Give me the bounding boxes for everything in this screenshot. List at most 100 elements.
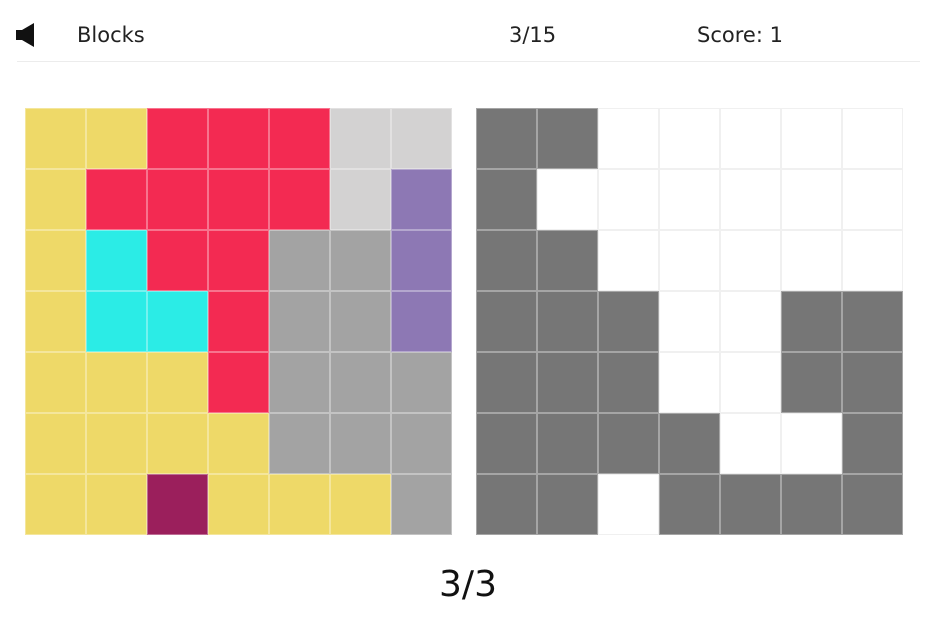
puzzle-cell[interactable] [330,291,391,352]
puzzle-cell[interactable] [269,230,330,291]
puzzle-cell[interactable] [25,230,86,291]
puzzle-cell[interactable] [208,474,269,535]
puzzle-cell[interactable] [147,291,208,352]
puzzle-cell[interactable] [86,169,147,230]
target-cell [537,474,598,535]
puzzle-cell[interactable] [25,108,86,169]
puzzle-cell[interactable] [269,108,330,169]
puzzle-cell[interactable] [25,474,86,535]
puzzle-cell[interactable] [208,230,269,291]
target-cell [842,291,903,352]
puzzle-cell[interactable] [269,413,330,474]
puzzle-cell[interactable] [391,169,452,230]
target-cell [781,108,842,169]
puzzle-cell[interactable] [147,413,208,474]
header-divider [17,61,920,62]
puzzle-cell[interactable] [86,108,147,169]
target-cell [537,108,598,169]
puzzle-cell[interactable] [391,352,452,413]
target-cell [842,474,903,535]
puzzle-cell[interactable] [391,413,452,474]
puzzle-cell[interactable] [269,474,330,535]
target-cell [598,413,659,474]
puzzle-cell[interactable] [208,413,269,474]
puzzle-cell[interactable] [391,291,452,352]
target-cell [537,413,598,474]
puzzle-cell[interactable] [269,169,330,230]
target-cell [659,230,720,291]
target-cell [537,230,598,291]
target-cell [659,352,720,413]
target-cell [720,230,781,291]
puzzle-cell[interactable] [208,352,269,413]
puzzle-cell[interactable] [147,108,208,169]
target-cell [537,291,598,352]
target-cell [598,230,659,291]
target-cell [781,169,842,230]
score-display: Score: 1 [697,23,783,47]
target-cell [781,352,842,413]
target-cell [720,352,781,413]
puzzle-cell[interactable] [25,169,86,230]
target-cell [659,474,720,535]
target-cell [659,413,720,474]
target-cell [598,474,659,535]
level-counter: 3/15 [509,23,557,47]
puzzle-cell[interactable] [269,291,330,352]
target-cell [720,474,781,535]
target-cell [476,230,537,291]
puzzle-cell[interactable] [208,291,269,352]
puzzle-cell[interactable] [147,169,208,230]
puzzle-cell[interactable] [86,230,147,291]
puzzle-cell[interactable] [147,230,208,291]
target-cell [659,291,720,352]
target-cell [598,169,659,230]
top-bar: Blocks 3/15 Score: 1 [0,0,936,62]
target-cell [476,413,537,474]
target-cell [842,352,903,413]
target-cell [781,291,842,352]
puzzle-cell[interactable] [391,108,452,169]
target-cell [781,230,842,291]
target-cell [598,352,659,413]
target-cell [720,291,781,352]
target-cell [476,108,537,169]
puzzle-cell[interactable] [330,230,391,291]
puzzle-cell[interactable] [25,413,86,474]
target-cell [720,108,781,169]
target-cell [598,108,659,169]
puzzle-cell[interactable] [391,474,452,535]
target-cell [476,169,537,230]
target-cell [720,413,781,474]
puzzle-cell[interactable] [147,474,208,535]
puzzle-board[interactable] [25,108,452,535]
puzzle-cell[interactable] [330,352,391,413]
app-title: Blocks [77,23,145,47]
puzzle-cell[interactable] [147,352,208,413]
target-cell [476,474,537,535]
puzzle-cell[interactable] [208,169,269,230]
target-cell [781,413,842,474]
puzzle-cell[interactable] [269,352,330,413]
target-cell [720,169,781,230]
puzzle-cell[interactable] [330,474,391,535]
puzzle-cell[interactable] [86,413,147,474]
puzzle-cell[interactable] [86,474,147,535]
target-cell [476,352,537,413]
speaker-icon[interactable] [14,22,40,48]
puzzle-cell[interactable] [25,291,86,352]
puzzle-cell[interactable] [391,230,452,291]
puzzle-cell[interactable] [86,352,147,413]
target-cell [842,169,903,230]
puzzle-cell[interactable] [330,413,391,474]
target-cell [659,169,720,230]
target-cell [537,169,598,230]
puzzle-cell[interactable] [330,169,391,230]
target-cell [842,108,903,169]
puzzle-cell[interactable] [86,291,147,352]
puzzle-cell[interactable] [208,108,269,169]
target-cell [659,108,720,169]
target-cell [476,291,537,352]
puzzle-cell[interactable] [330,108,391,169]
puzzle-cell[interactable] [25,352,86,413]
